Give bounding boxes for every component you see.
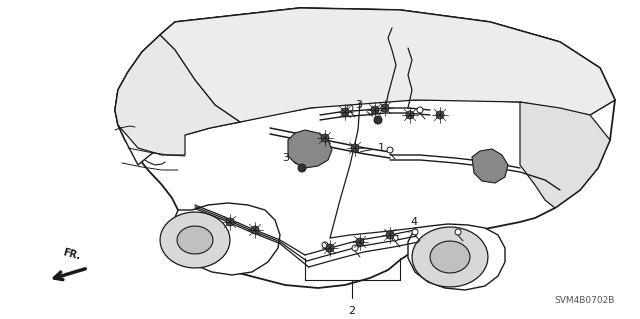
Circle shape	[298, 164, 306, 172]
Polygon shape	[520, 102, 610, 208]
Polygon shape	[177, 226, 213, 254]
Circle shape	[381, 104, 389, 112]
Text: 2: 2	[348, 306, 356, 316]
Polygon shape	[408, 224, 505, 290]
Polygon shape	[115, 35, 240, 155]
Circle shape	[412, 229, 418, 235]
Text: 3: 3	[282, 153, 298, 164]
Polygon shape	[160, 8, 615, 122]
Circle shape	[326, 244, 334, 252]
Text: 1: 1	[361, 143, 385, 153]
Polygon shape	[288, 130, 332, 168]
Circle shape	[321, 134, 329, 142]
Text: 3: 3	[355, 100, 373, 116]
Circle shape	[322, 242, 328, 248]
Circle shape	[341, 108, 349, 116]
Polygon shape	[430, 241, 470, 273]
Text: 4: 4	[409, 217, 417, 233]
Circle shape	[356, 238, 364, 246]
Circle shape	[406, 111, 414, 119]
Circle shape	[374, 116, 382, 124]
Circle shape	[251, 226, 259, 234]
Circle shape	[347, 105, 353, 111]
Polygon shape	[172, 203, 280, 275]
Text: FR.: FR.	[62, 248, 82, 262]
Polygon shape	[115, 8, 615, 288]
Text: SVM4B0702B: SVM4B0702B	[555, 296, 615, 305]
Circle shape	[371, 106, 379, 114]
Circle shape	[417, 107, 423, 113]
Circle shape	[387, 147, 393, 153]
Polygon shape	[115, 8, 615, 165]
Polygon shape	[160, 212, 230, 268]
Circle shape	[352, 245, 358, 251]
Circle shape	[392, 235, 398, 241]
Circle shape	[455, 229, 461, 235]
Circle shape	[436, 111, 444, 119]
Polygon shape	[412, 227, 488, 287]
Circle shape	[351, 144, 359, 152]
Circle shape	[386, 231, 394, 239]
Circle shape	[226, 218, 234, 226]
Polygon shape	[472, 149, 508, 183]
